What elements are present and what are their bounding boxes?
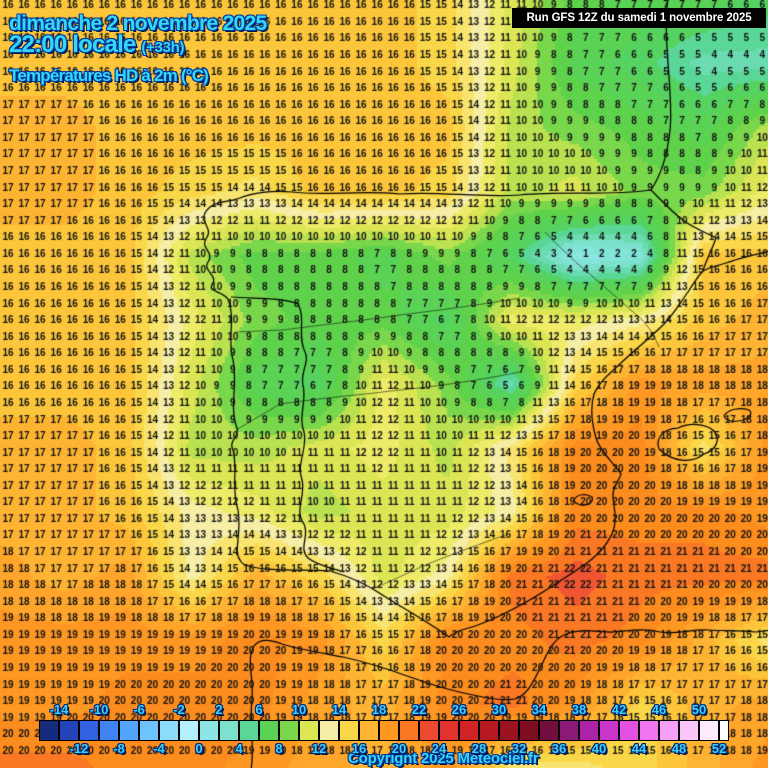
- scale-swatch: [399, 720, 419, 741]
- scale-swatch: [479, 720, 499, 741]
- color-scale-bar: [0, 720, 768, 741]
- scale-label: 6: [255, 702, 263, 717]
- scale-swatch: [239, 720, 259, 741]
- scale-label: -10: [89, 702, 109, 717]
- scale-swatch: [79, 720, 99, 741]
- map-title-time: 22:00 locale (+33h): [9, 31, 184, 59]
- scale-label: -6: [133, 702, 145, 717]
- scale-label: 18: [371, 702, 387, 717]
- scale-swatch: [579, 720, 599, 741]
- scale-swatch: [439, 720, 459, 741]
- scale-swatch: [699, 720, 719, 741]
- scale-label: 4: [235, 741, 243, 756]
- scale-label: 38: [571, 702, 587, 717]
- map-title-date: dimanche 2 novembre 2025: [9, 12, 267, 35]
- scale-label: 12: [311, 741, 327, 756]
- scale-swatch: [659, 720, 679, 741]
- scale-swatch: [159, 720, 179, 741]
- scale-swatch: [419, 720, 439, 741]
- scale-swatch: [379, 720, 399, 741]
- scale-swatch: [259, 720, 279, 741]
- scale-swatch: [539, 720, 559, 741]
- scale-swatch: [719, 720, 729, 741]
- scale-swatch: [279, 720, 299, 741]
- scale-label: -4: [153, 741, 165, 756]
- scale-label: 0: [195, 741, 203, 756]
- scale-swatch: [59, 720, 79, 741]
- scale-swatch: [339, 720, 359, 741]
- scale-label: -14: [49, 702, 69, 717]
- scale-label: 14: [331, 702, 347, 717]
- scale-label: -12: [69, 741, 89, 756]
- scale-label: 50: [691, 702, 707, 717]
- scale-label: 16: [351, 741, 367, 756]
- scale-swatch: [679, 720, 699, 741]
- scale-swatch: [459, 720, 479, 741]
- scale-label: -8: [113, 741, 125, 756]
- scale-swatch: [139, 720, 159, 741]
- forecast-offset-label: (+33h): [141, 39, 185, 56]
- scale-swatch: [39, 720, 59, 741]
- scale-label: 46: [651, 702, 667, 717]
- scale-label: -2: [173, 702, 185, 717]
- scale-swatch: [599, 720, 619, 741]
- scale-label: 2: [215, 702, 223, 717]
- scale-label: 40: [591, 741, 607, 756]
- copyright-label: Copyright 2025 Meteociel.fr: [348, 750, 539, 767]
- scale-label: 8: [275, 741, 283, 756]
- scale-label: 36: [551, 741, 567, 756]
- scale-swatch: [619, 720, 639, 741]
- scale-swatch: [179, 720, 199, 741]
- run-info-box: Run GFS 12Z du samedi 1 novembre 2025: [512, 8, 766, 28]
- scale-swatch: [499, 720, 519, 741]
- scale-label: 26: [451, 702, 467, 717]
- scale-label: 10: [291, 702, 307, 717]
- scale-label: 48: [671, 741, 687, 756]
- scale-label: 28: [471, 741, 487, 756]
- scale-swatch: [639, 720, 659, 741]
- map-variable-label: Températures HD à 2m (°C): [9, 66, 209, 85]
- scale-label: 44: [631, 741, 647, 756]
- scale-swatch: [299, 720, 319, 741]
- scale-swatch: [119, 720, 139, 741]
- valid-time-label: 22:00 locale: [9, 31, 136, 58]
- scale-label: 20: [391, 741, 407, 756]
- scale-swatch: [219, 720, 239, 741]
- scale-swatch: [359, 720, 379, 741]
- scale-label: 24: [431, 741, 447, 756]
- scale-label: 34: [531, 702, 547, 717]
- scale-swatch: [519, 720, 539, 741]
- scale-swatch: [559, 720, 579, 741]
- scale-label: 52: [711, 741, 727, 756]
- scale-swatch: [99, 720, 119, 741]
- scale-label: 30: [491, 702, 507, 717]
- scale-swatch: [199, 720, 219, 741]
- scale-label: 22: [411, 702, 427, 717]
- scale-label: 42: [611, 702, 627, 717]
- scale-label: 32: [511, 741, 527, 756]
- scale-swatch: [319, 720, 339, 741]
